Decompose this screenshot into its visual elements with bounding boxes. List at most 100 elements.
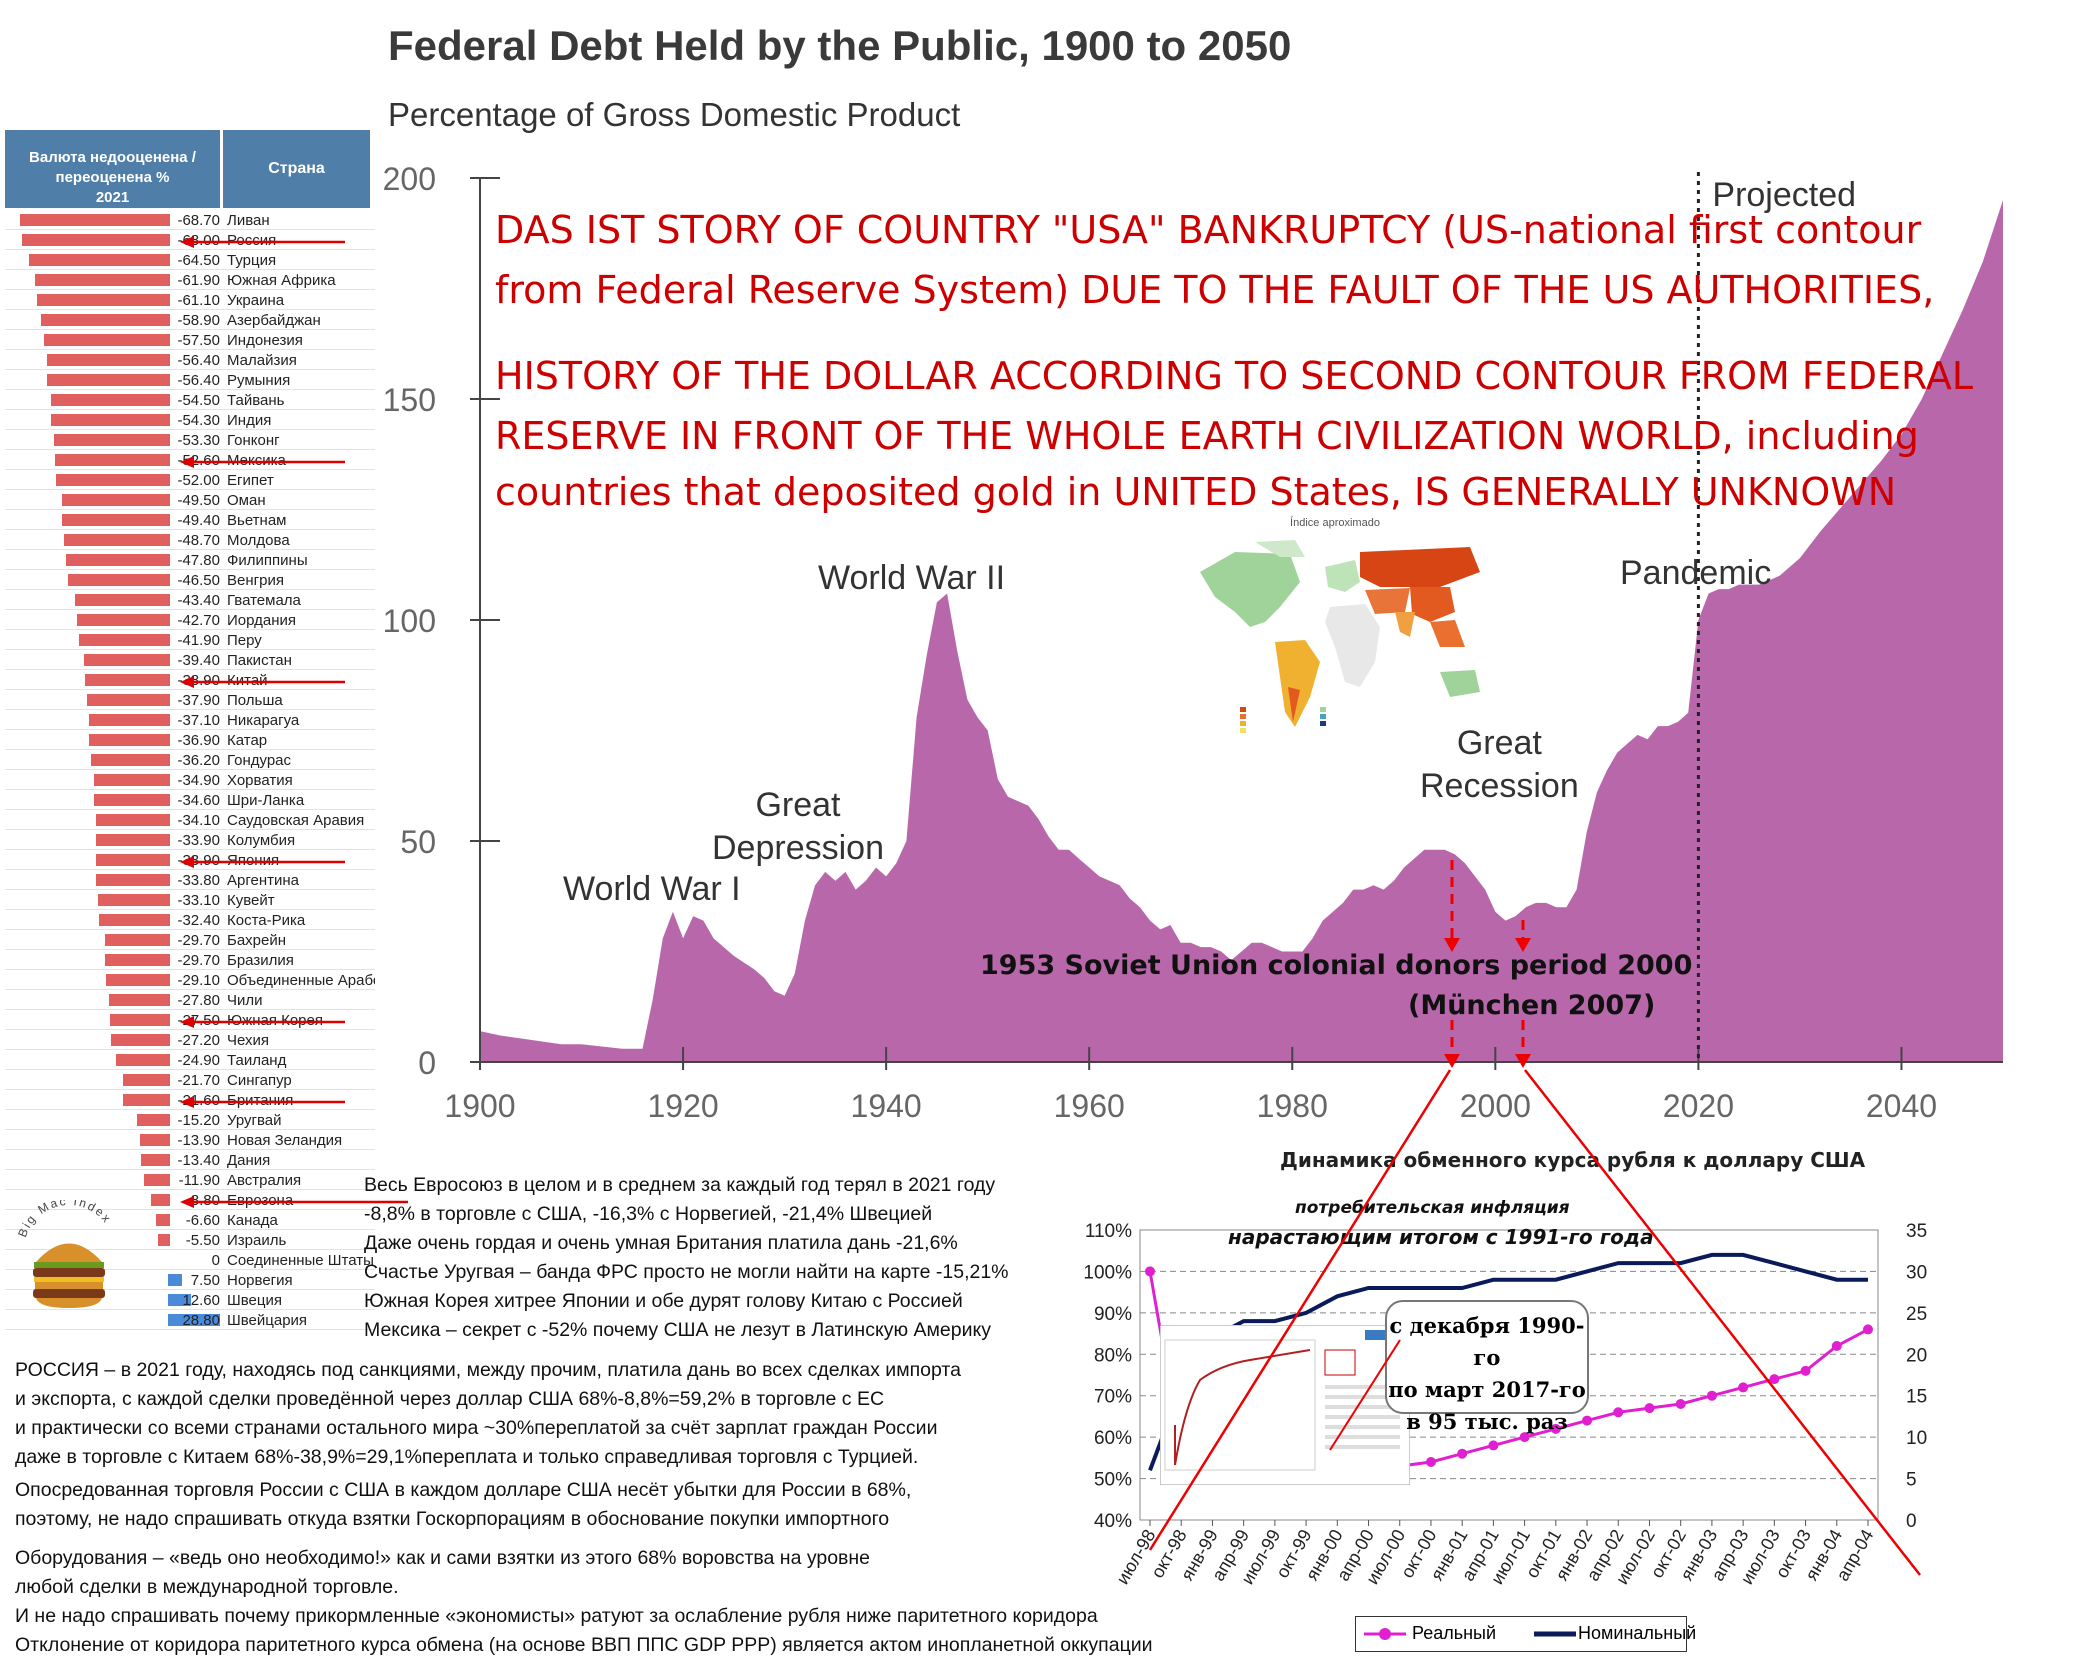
y-tick-label: 100 bbox=[383, 603, 436, 639]
bar bbox=[99, 914, 170, 926]
bar bbox=[46, 374, 170, 386]
label-pandemic: Pandemic bbox=[1620, 554, 1772, 592]
real-point bbox=[1145, 1266, 1155, 1277]
table-row: -47.80 Филиппины bbox=[5, 550, 375, 570]
real-point bbox=[1738, 1382, 1749, 1393]
bar bbox=[63, 534, 170, 546]
country-label: Уругвай bbox=[227, 1112, 282, 1129]
country-label: Бразилия bbox=[227, 952, 294, 969]
x-tick-label: 1920 bbox=[647, 1088, 718, 1124]
label-ww1: World War I bbox=[563, 870, 741, 908]
country-label: Ливан bbox=[227, 212, 270, 229]
connector-left bbox=[1148, 1069, 1452, 1551]
country-label: Азербайджан bbox=[227, 312, 321, 329]
table-row: -21.60 Британия bbox=[5, 1090, 375, 1110]
bar bbox=[90, 754, 170, 766]
table-row: -34.90 Хорватия bbox=[5, 770, 375, 790]
ruble-chart-title: Динамика обменного курса рубля к доллару… bbox=[1280, 1148, 1866, 1172]
table-row: -61.10 Украина bbox=[5, 290, 375, 310]
chart-title: Federal Debt Held by the Public, 1900 to… bbox=[388, 22, 1292, 69]
bar-value-label: -36.20 bbox=[177, 752, 220, 769]
bar bbox=[94, 794, 170, 806]
table-row: -49.40 Вьетнам bbox=[5, 510, 375, 530]
red-text-line-4: RESERVE IN FRONT OF THE WHOLE EARTH CIVI… bbox=[495, 414, 1919, 458]
bar-value-label: -39.40 bbox=[177, 652, 220, 669]
bar bbox=[109, 994, 170, 1006]
bar bbox=[51, 394, 170, 406]
table-row: -29.70 Бразилия bbox=[5, 950, 375, 970]
x-tick-label: 1900 bbox=[444, 1088, 515, 1124]
debt-area bbox=[480, 200, 2003, 1063]
arrowhead bbox=[1444, 938, 1460, 952]
table-row: -15.20 Уругвай bbox=[5, 1110, 375, 1130]
connector-right bbox=[1524, 1069, 1921, 1576]
country-label: Мексика bbox=[227, 452, 286, 469]
bar bbox=[97, 894, 170, 906]
ruble-left-tick: 50% bbox=[1094, 1470, 1132, 1491]
bar-value-label: -6.60 bbox=[185, 1212, 220, 1229]
country-label: Южная Корея bbox=[227, 1012, 323, 1029]
country-label: Венгрия bbox=[227, 572, 284, 589]
table-row: -37.10 Никарагуа bbox=[5, 710, 375, 730]
bar-value-label: -36.90 bbox=[177, 732, 220, 749]
bar-value-label: -52.00 bbox=[177, 472, 220, 489]
bar-value-label: -13.90 bbox=[177, 1132, 220, 1149]
legend-nominal: Номинальный bbox=[1578, 1623, 1697, 1643]
table-row: -13.90 Новая Зеландия bbox=[5, 1130, 375, 1150]
country-label: Таиланд bbox=[227, 1052, 287, 1069]
highlight-arrowhead bbox=[180, 236, 194, 248]
ruble-legend: Реальный Номинальный bbox=[1355, 1616, 1696, 1652]
country-label: Коста-Рика bbox=[227, 912, 306, 929]
arrowhead bbox=[1515, 1054, 1531, 1068]
bar bbox=[75, 594, 170, 606]
ruble-right-tick: 35 bbox=[1906, 1221, 1927, 1242]
real-point bbox=[1769, 1374, 1780, 1385]
real-point bbox=[1550, 1423, 1561, 1434]
russia-text: РОССИЯ – в 2021 году, находясь под санкц… bbox=[15, 1359, 961, 1468]
country-label: Новая Зеландия bbox=[227, 1132, 343, 1149]
ruble-right-tick: 15 bbox=[1906, 1387, 1927, 1408]
bar-value-label: -56.40 bbox=[177, 372, 220, 389]
bar bbox=[168, 1294, 191, 1306]
country-label: Катар bbox=[227, 732, 268, 749]
red-text-line-1: DAS IST STORY OF COUNTRY "USA" BANKRUPTC… bbox=[495, 208, 1922, 252]
country-label: Пакистан bbox=[227, 652, 292, 669]
bar bbox=[56, 474, 170, 486]
table-row: -32.40 Коста-Рика bbox=[5, 910, 375, 930]
country-label: Норвегия bbox=[227, 1272, 293, 1289]
country-label: Малайзия bbox=[227, 352, 297, 369]
bar bbox=[34, 274, 170, 286]
bar-value-label: -33.80 bbox=[177, 872, 220, 889]
arrowhead bbox=[1444, 1054, 1460, 1068]
bar-value-label: -5.50 bbox=[185, 1232, 220, 1249]
table-header-country: Страна bbox=[223, 130, 370, 208]
world-map-inset: Índice aproximado bbox=[1180, 516, 1490, 757]
bar-value-label: -33.10 bbox=[177, 892, 220, 909]
red-text-line-3: HISTORY OF THE DOLLAR ACCORDING TO SECON… bbox=[495, 354, 1974, 398]
label-ww2: World War II bbox=[818, 559, 1006, 597]
table-row: 0 Соединенные Штаты bbox=[5, 1250, 375, 1270]
table-row: -38.90 Китай bbox=[5, 670, 375, 690]
ruble-right-tick: 25 bbox=[1906, 1304, 1927, 1325]
bar bbox=[136, 1114, 170, 1126]
bar-value-label: -34.60 bbox=[177, 792, 220, 809]
bar bbox=[83, 654, 170, 666]
table-row: -27.20 Чехия bbox=[5, 1030, 375, 1050]
real-point bbox=[1613, 1407, 1624, 1418]
highlight-arrowhead bbox=[180, 1096, 194, 1108]
bar bbox=[168, 1274, 182, 1286]
country-label: Китай bbox=[227, 672, 268, 689]
ruble-left-tick: 60% bbox=[1094, 1428, 1132, 1449]
country-label: Вьетнам bbox=[227, 512, 287, 529]
bar-value-label: -32.40 bbox=[177, 912, 220, 929]
country-label: Бахрейн bbox=[227, 932, 287, 949]
bar-value-label: -68.70 bbox=[177, 212, 220, 229]
table-row: -21.70 Сингапур bbox=[5, 1070, 375, 1090]
bar-value-label: -48.70 bbox=[177, 532, 220, 549]
table-row: -24.90 Таиланд bbox=[5, 1050, 375, 1070]
table-row: -54.30 Индия bbox=[5, 410, 375, 430]
bar bbox=[61, 494, 170, 506]
country-label: Украина bbox=[227, 292, 285, 309]
table-row: -42.70 Иордания bbox=[5, 610, 375, 630]
table-row: -37.90 Польша bbox=[5, 690, 375, 710]
